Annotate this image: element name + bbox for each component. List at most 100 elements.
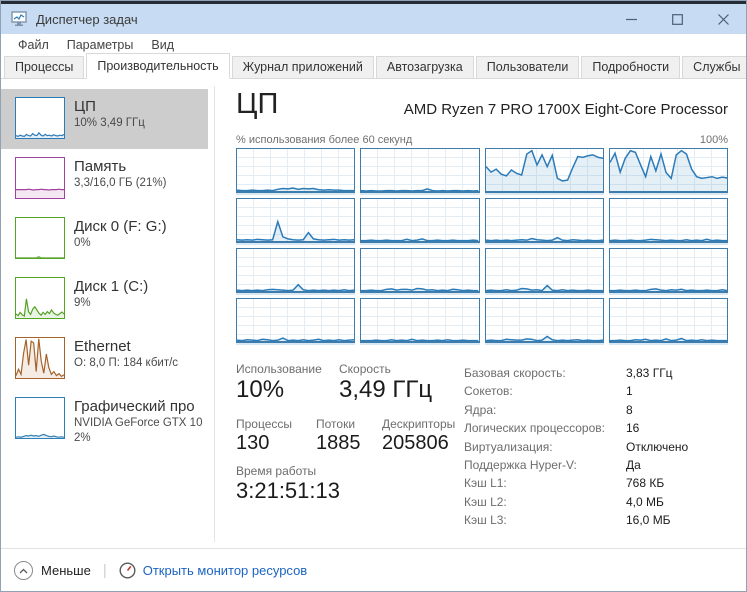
title-bar[interactable]: Диспетчер задач (1, 4, 746, 34)
cpu-core-grid[interactable] (236, 148, 728, 343)
sidebar-item-disk1[interactable]: Диск 1 (C:) 9% (1, 269, 208, 329)
minimize-icon (625, 18, 637, 20)
processor-name: AMD Ryzen 7 PRO 1700X Eight-Core Process… (403, 101, 728, 118)
sidebar-ethernet-stats: О: 8,0 П: 184 кбит/с (74, 357, 179, 369)
menu-bar: Файл Параметры Вид (1, 34, 746, 55)
background-strip (1, 1, 746, 4)
detail-virtualization: Виртуализация: Отключено (464, 439, 689, 454)
cpu-mini-chart (15, 97, 65, 139)
cpu-core-chart (608, 148, 728, 193)
cpu-core-chart (236, 248, 356, 293)
handles-label: Дескрипторы (382, 417, 456, 431)
maximize-button[interactable] (654, 4, 700, 34)
fewer-details-button[interactable]: Меньше (14, 561, 91, 580)
cpu-core-chart (484, 298, 604, 343)
sidebar-cpu-title: ЦП (74, 98, 96, 115)
menu-view[interactable]: Вид (151, 37, 174, 52)
detail-cache-l1: Кэш L1: 768 КБ (464, 476, 665, 491)
maximize-icon (671, 13, 683, 25)
cpu-detail-panel: ЦП AMD Ryzen 7 PRO 1700X Eight-Core Proc… (236, 80, 728, 548)
cpu-core-chart (236, 198, 356, 243)
sidebar-item-cpu[interactable]: ЦП 10% 3,49 ГГц (1, 89, 208, 149)
sidebar-disk1-stats: 9% (74, 297, 91, 309)
sidebar-disk0-stats: 0% (74, 237, 91, 249)
window-controls (608, 4, 746, 34)
tab-performance[interactable]: Производительность (86, 53, 230, 79)
open-resource-monitor-link[interactable]: Открыть монитор ресурсов (119, 562, 307, 579)
tab-users[interactable]: Пользователи (475, 56, 580, 78)
graph-max-label: 100% (699, 134, 728, 146)
tab-app-history[interactable]: Журнал приложений (231, 56, 374, 78)
sidebar-gpu-stats: 2% (74, 432, 91, 444)
sidebar-item-memory[interactable]: Память 3,3/16,0 ГБ (21%) (1, 149, 208, 209)
sidebar-disk0-title: Диск 0 (F: G:) (74, 218, 167, 235)
cpu-details-list: Базовая скорость: 3,83 ГГц Сокетов: 1 Ядра… (464, 366, 728, 532)
processes-value: 130 (236, 432, 270, 454)
chevron-up-icon (14, 561, 33, 580)
close-button[interactable] (700, 4, 746, 34)
cpu-core-chart (360, 198, 480, 243)
resource-monitor-label: Открыть монитор ресурсов (142, 563, 308, 578)
ethernet-mini-chart (15, 337, 65, 379)
usage-label: Использование (236, 362, 322, 376)
gpu-mini-chart (15, 397, 65, 439)
tab-details[interactable]: Подробности (581, 56, 681, 78)
cpu-panel-title: ЦП (236, 88, 279, 120)
sidebar-item-disk0[interactable]: Диск 0 (F: G:) 0% (1, 209, 208, 269)
processes-label: Процессы (236, 417, 293, 431)
tab-bar: Процессы Производительность Журнал прило… (1, 53, 746, 79)
cpu-core-chart (236, 298, 356, 343)
footer-separator: | (102, 562, 107, 579)
detail-base-speed: Базовая скорость: 3,83 ГГц (464, 366, 673, 380)
cpu-core-chart (360, 248, 480, 293)
speed-label: Скорость (339, 362, 391, 376)
cpu-core-chart (484, 148, 604, 193)
cpu-core-chart (608, 298, 728, 343)
fewer-details-label: Меньше (41, 563, 91, 578)
sidebar-memory-stats: 3,3/16,0 ГБ (21%) (74, 177, 167, 189)
usage-value: 10% (236, 376, 285, 403)
threads-label: Потоки (316, 417, 356, 431)
sidebar-item-ethernet[interactable]: Ethernet О: 8,0 П: 184 кбит/с (1, 329, 208, 389)
cpu-core-chart (484, 198, 604, 243)
cpu-core-chart (608, 248, 728, 293)
threads-value: 1885 (316, 432, 361, 454)
performance-sidebar: ЦП 10% 3,49 ГГц Память 3,3/16,0 ГБ (21%)… (1, 89, 214, 473)
disk0-mini-chart (15, 217, 65, 259)
detail-cores: Ядра: 8 (464, 402, 633, 417)
close-icon (717, 13, 729, 25)
memory-mini-chart (15, 157, 65, 199)
handles-value: 205806 (382, 432, 449, 454)
cpu-core-chart (360, 148, 480, 193)
footer-bar: Меньше | Открыть монитор ресурсов (1, 548, 746, 591)
sidebar-divider (214, 86, 215, 542)
sidebar-disk1-title: Диск 1 (C:) (74, 278, 149, 295)
minimize-button[interactable] (608, 4, 654, 34)
sidebar-gpu-title: Графический про (74, 398, 195, 415)
graph-caption: % использования более 60 секунд (236, 134, 413, 146)
sidebar-gpu-name: NVIDIA GeForce GTX 10 (74, 417, 203, 429)
menu-file[interactable]: Файл (18, 37, 49, 52)
detail-hyperv: Поддержка Hyper-V: Да (464, 457, 641, 472)
cpu-core-chart (608, 198, 728, 243)
detail-logical-processors: Логических процессоров: 16 (464, 421, 640, 436)
cpu-core-chart (484, 248, 604, 293)
performance-pane: ЦП 10% 3,49 ГГц Память 3,3/16,0 ГБ (21%)… (1, 80, 746, 548)
detail-sockets: Сокетов: 1 (464, 384, 633, 399)
menu-options[interactable]: Параметры (66, 37, 134, 52)
cpu-core-chart (236, 148, 356, 193)
cpu-core-chart (360, 298, 480, 343)
disk1-mini-chart (15, 277, 65, 319)
tab-services[interactable]: Службы (682, 56, 746, 78)
sidebar-memory-title: Память (74, 158, 127, 175)
sidebar-item-gpu[interactable]: Графический про NVIDIA GeForce GTX 10 2% (1, 389, 208, 473)
detail-cache-l3: Кэш L3: 16,0 МБ (464, 513, 671, 528)
resource-monitor-gauge-icon (119, 562, 136, 579)
tab-processes[interactable]: Процессы (4, 56, 85, 78)
sidebar-cpu-stats: 10% 3,49 ГГц (74, 117, 145, 129)
task-manager-app-icon (11, 11, 27, 26)
tab-startup[interactable]: Автозагрузка (375, 56, 474, 78)
window-title: Диспетчер задач (36, 11, 138, 27)
sidebar-ethernet-title: Ethernet (74, 338, 131, 355)
